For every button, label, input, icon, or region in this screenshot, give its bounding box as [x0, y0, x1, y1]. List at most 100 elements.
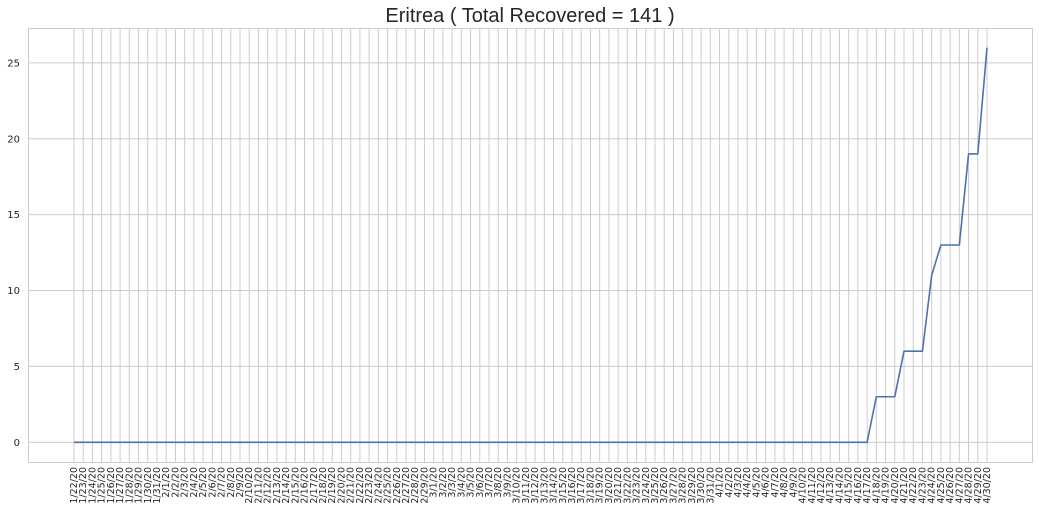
x-tick-label: 2/8/20 — [226, 467, 237, 498]
x-tick-label: 4/14/20 — [834, 467, 845, 504]
x-tick-label: 4/22/20 — [908, 467, 919, 504]
x-tick-label: 2/4/20 — [189, 467, 200, 498]
x-tick-label: 2/11/20 — [253, 467, 264, 504]
x-tick-label: 1/31/20 — [152, 467, 163, 504]
x-tick-label: 4/11/20 — [807, 467, 818, 504]
x-tick-label: 4/24/20 — [927, 467, 938, 504]
x-tick-label: 4/4/20 — [742, 467, 753, 498]
series-line — [74, 47, 988, 444]
x-tick-label: 3/22/20 — [622, 467, 633, 504]
x-tick-label: 3/20/20 — [604, 467, 615, 504]
x-tick-label: 2/27/20 — [401, 467, 412, 504]
x-tick-label: 4/7/20 — [770, 467, 781, 498]
x-tick-label: 4/25/20 — [936, 467, 947, 504]
x-tick-label: 4/27/20 — [954, 467, 965, 504]
x-tick-label: 4/13/20 — [825, 467, 836, 504]
x-tick-label: 4/23/20 — [917, 467, 928, 504]
x-tick-label: 3/8/20 — [493, 467, 504, 498]
x-tick-label: 3/7/20 — [484, 467, 495, 498]
x-tick-label: 2/26/20 — [392, 467, 403, 504]
x-tick-label: 4/1/20 — [715, 467, 726, 498]
y-axis-tick-labels: 0 5 10 15 20 25 — [7, 58, 20, 448]
x-tick-label: 4/2/20 — [724, 467, 735, 498]
y-tick-label: 20 — [7, 134, 20, 145]
x-tick-label: 3/3/20 — [447, 467, 458, 498]
x-tick-label: 4/26/20 — [945, 467, 956, 504]
x-tick-label: 4/18/20 — [871, 467, 882, 504]
x-tick-label: 3/26/20 — [659, 467, 670, 504]
x-tick-label: 3/1/20 — [429, 467, 440, 498]
x-tick-label: 2/28/20 — [410, 467, 421, 504]
x-tick-label: 1/23/20 — [78, 467, 89, 504]
x-tick-label: 4/15/20 — [844, 467, 855, 504]
x-tick-label: 2/16/20 — [300, 467, 311, 504]
x-tick-label: 2/6/20 — [207, 467, 218, 498]
x-tick-label: 1/30/20 — [143, 467, 154, 504]
y-tick-label: 5 — [14, 362, 20, 373]
x-tick-label: 1/28/20 — [124, 467, 135, 504]
x-tick-label: 2/10/20 — [244, 467, 255, 504]
y-tick-label: 10 — [7, 286, 20, 297]
series-lines — [74, 47, 988, 444]
x-tick-label: 4/29/20 — [973, 467, 984, 504]
x-tick-label: 4/9/20 — [788, 467, 799, 498]
x-tick-label: 2/13/20 — [272, 467, 283, 504]
x-tick-label: 4/16/20 — [853, 467, 864, 504]
x-tick-label: 1/25/20 — [97, 467, 108, 504]
x-tick-label: 2/1/20 — [161, 467, 172, 498]
x-tick-label: 1/22/20 — [69, 467, 80, 504]
x-tick-label: 2/5/20 — [198, 467, 209, 498]
x-tick-label: 4/10/20 — [798, 467, 809, 504]
x-tick-label: 1/26/20 — [106, 467, 117, 504]
y-tick-label: 25 — [7, 58, 20, 69]
x-tick-label: 2/7/20 — [217, 467, 228, 498]
x-tick-label: 1/24/20 — [87, 467, 98, 504]
x-tick-label: 3/18/20 — [585, 467, 596, 504]
x-tick-label: 3/28/20 — [678, 467, 689, 504]
x-tick-label: 2/3/20 — [180, 467, 191, 498]
x-tick-label: 3/13/20 — [539, 467, 550, 504]
x-tick-label: 3/9/20 — [502, 467, 513, 498]
x-tick-label: 2/12/20 — [263, 467, 274, 504]
x-tick-label: 2/14/20 — [281, 467, 292, 504]
x-tick-label: 3/17/20 — [576, 467, 587, 504]
plot-area — [28, 28, 1033, 463]
x-tick-label: 3/5/20 — [466, 467, 477, 498]
chart-title: Eritrea ( Total Recovered = 141 ) — [385, 5, 674, 27]
x-tick-label: 3/14/20 — [549, 467, 560, 504]
x-tick-label: 4/19/20 — [881, 467, 892, 504]
x-tick-label: 4/8/20 — [779, 467, 790, 498]
x-tick-label: 4/3/20 — [733, 467, 744, 498]
x-tick-label: 2/20/20 — [336, 467, 347, 504]
x-tick-label: 1/27/20 — [115, 467, 126, 504]
x-tick-label: 3/23/20 — [632, 467, 643, 504]
x-tick-label: 4/5/20 — [751, 467, 762, 498]
x-tick-label: 3/4/20 — [456, 467, 467, 498]
x-axis-tick-labels: 1/22/201/23/201/24/201/25/201/26/201/27/… — [69, 467, 993, 504]
x-tick-label: 2/23/20 — [364, 467, 375, 504]
x-tick-label: 3/12/20 — [530, 467, 541, 504]
x-tick-label: 3/21/20 — [613, 467, 624, 504]
x-tick-label: 2/17/20 — [309, 467, 320, 504]
x-tick-label: 2/9/20 — [235, 467, 246, 498]
x-tick-label: 3/10/20 — [512, 467, 523, 504]
x-tick-label: 2/2/20 — [170, 467, 181, 498]
x-tick-label: 3/15/20 — [558, 467, 569, 504]
x-tick-label: 3/27/20 — [668, 467, 679, 504]
x-tick-label: 3/31/20 — [705, 467, 716, 504]
x-tick-label: 3/2/20 — [438, 467, 449, 498]
x-tick-label: 2/29/20 — [419, 467, 430, 504]
x-tick-label: 3/11/20 — [521, 467, 532, 504]
x-tick-label: 2/21/20 — [346, 467, 357, 504]
x-tick-label: 4/6/20 — [761, 467, 772, 498]
x-tick-label: 3/29/20 — [687, 467, 698, 504]
x-tick-label: 3/25/20 — [650, 467, 661, 504]
x-tick-label: 2/15/20 — [290, 467, 301, 504]
x-tick-label: 2/25/20 — [383, 467, 394, 504]
x-tick-label: 3/19/20 — [595, 467, 606, 504]
x-tick-label: 2/22/20 — [355, 467, 366, 504]
y-tick-label: 15 — [7, 210, 20, 221]
y-tick-label: 0 — [14, 438, 20, 449]
